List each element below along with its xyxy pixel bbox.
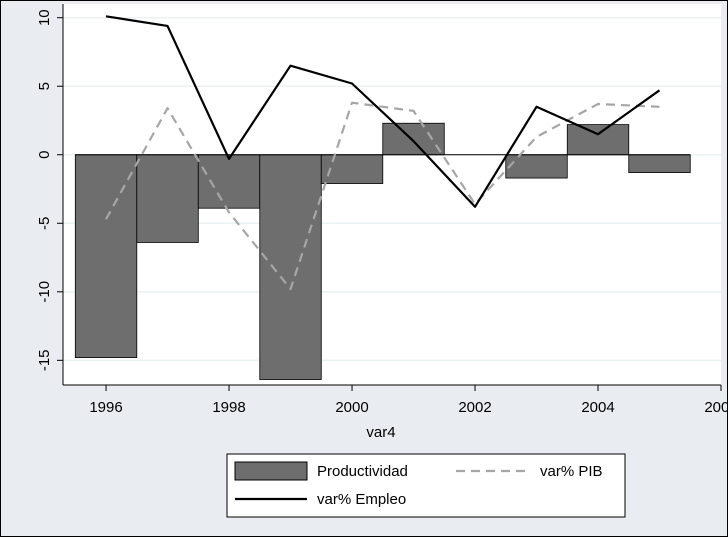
y-axis: 10 5 0 -5 -10 -15 [36, 4, 63, 385]
x-axis-title: var4 [366, 424, 395, 441]
y-tick-label: -15 [36, 349, 53, 371]
x-tick-label: 2002 [458, 399, 491, 416]
x-tick-label: 2004 [581, 399, 614, 416]
y-tick-label: 5 [36, 82, 53, 90]
x-tick-label: 1996 [89, 399, 122, 416]
y-tick-label: -5 [36, 217, 53, 230]
x-axis: 1996 1998 2000 2002 2004 2006 [63, 385, 728, 416]
legend-label-pib: var% PIB [540, 463, 603, 480]
bar [137, 155, 198, 243]
y-tick-label: 10 [36, 9, 53, 26]
bar [567, 125, 628, 155]
bar [506, 155, 567, 178]
bar [198, 155, 259, 208]
bar [383, 123, 444, 155]
y-tick-label: 0 [36, 151, 53, 159]
legend-label-productividad: Productividad [317, 463, 408, 480]
x-tick-label: 1998 [212, 399, 245, 416]
bar [75, 155, 136, 358]
x-tick-label: 2006 [704, 399, 728, 416]
y-tick-label: -10 [36, 281, 53, 303]
legend-label-empleo: var% Empleo [317, 491, 406, 508]
bar [260, 155, 321, 380]
x-tick-label: 2000 [335, 399, 368, 416]
bar [629, 155, 690, 173]
legend-swatch-productividad [235, 462, 307, 480]
legend: Productividad var% PIB var% Empleo [227, 454, 625, 517]
